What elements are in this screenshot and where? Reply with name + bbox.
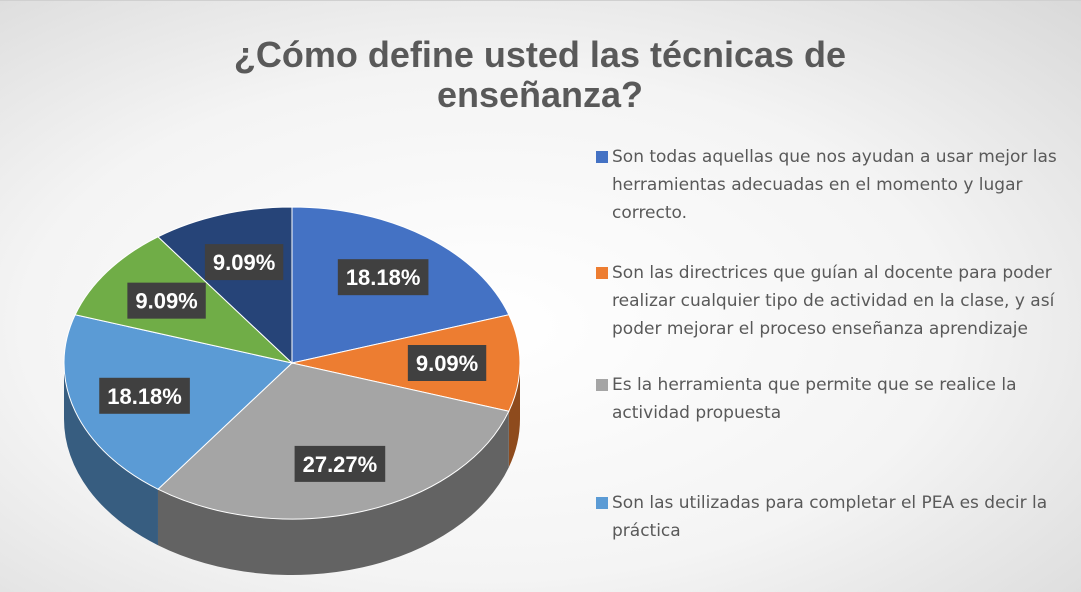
data-label-box (127, 282, 206, 319)
legend-swatch (596, 497, 608, 509)
legend-swatch (596, 267, 608, 279)
legend-item: Son las utilizadas para completar el PEA… (596, 489, 1076, 545)
pie-side (157, 411, 509, 576)
chart-title: ¿Cómo define usted las técnicas de enseña… (234, 34, 846, 115)
data-label-text: 18.18% (346, 265, 421, 290)
data-label-text: 18.18% (107, 384, 182, 409)
data-label: 18.18% (337, 259, 429, 296)
legend-item: Son las directrices que guían al docente… (596, 259, 1076, 343)
legend-label: Son todas aquellas que nos ayudan a usar… (612, 147, 1057, 223)
data-label-text: 9.09% (416, 351, 478, 376)
data-label: 27.27% (294, 445, 386, 482)
legend-swatch (596, 151, 608, 163)
legend-label: Son las directrices que guían al docente… (612, 263, 1055, 339)
data-label: 9.09% (127, 282, 206, 319)
data-label: 18.18% (99, 377, 190, 414)
data-label-box (99, 377, 190, 414)
pie-side (63, 363, 158, 546)
data-label-text: 9.09% (135, 289, 197, 314)
legend-item: Son todas aquellas que nos ayudan a usar… (596, 143, 1076, 227)
data-label-text: 9.09% (213, 250, 275, 275)
data-label: 9.09% (407, 345, 487, 381)
data-label: 9.09% (204, 244, 284, 281)
data-label-box (337, 259, 429, 296)
legend-label: Son las utilizadas para completar el PEA… (612, 493, 1048, 541)
data-label-text: 27.27% (303, 452, 378, 477)
data-label-box (294, 445, 386, 482)
pie-slice (291, 314, 521, 412)
legend-label: Es la herramienta que permite que se rea… (612, 375, 1017, 423)
data-label-box (407, 345, 487, 381)
legend-swatch (596, 379, 608, 391)
pie-slice (157, 362, 510, 520)
legend-item: Es la herramienta que permite que se rea… (596, 371, 1076, 427)
data-label-box (204, 244, 284, 281)
